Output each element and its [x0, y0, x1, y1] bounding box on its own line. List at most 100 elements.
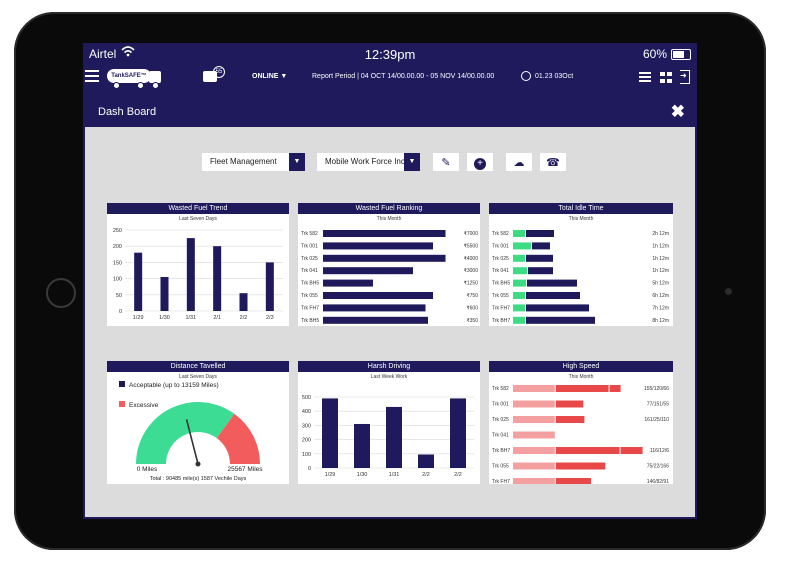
chat-icon[interactable] [203, 71, 217, 82]
gauge-pivot [195, 461, 201, 467]
value-label: 146/82/91 [647, 479, 669, 484]
download-button[interactable]: ☁ [506, 153, 532, 171]
panel-subtitle: This Month [568, 216, 594, 222]
red-bar [555, 447, 620, 454]
value-label: ₹3000 [464, 268, 479, 274]
green-bar [513, 279, 526, 287]
row-label: Trk BH7 [492, 448, 510, 454]
navy-bar [527, 279, 577, 287]
fleet-select-value: Fleet Management [210, 157, 277, 166]
gauge-excessive-arc [216, 413, 260, 464]
bar [323, 242, 433, 250]
pink-bar [513, 478, 555, 484]
app-bar: TankSAFE™ 55 ONLINE ▼ Report Period | 04… [83, 63, 697, 93]
y-tick-label: 150 [113, 260, 122, 266]
navy-bar [526, 304, 589, 312]
row-label: Trk FH7 [492, 305, 510, 311]
bar [265, 262, 274, 311]
list-view-icon[interactable] [639, 72, 651, 82]
green-bar [513, 242, 531, 250]
value-label: 8h 12m [652, 318, 669, 324]
online-status-dropdown[interactable]: ONLINE ▼ [252, 73, 287, 80]
legend-label: Acceptable (up to 13159 Miles) [129, 382, 219, 389]
grid-view-icon[interactable] [660, 72, 672, 83]
report-period: Report Period | 04 OCT 14/00.00.00 - 05 … [312, 73, 495, 80]
y-tick-label: 200 [302, 438, 311, 444]
value-label: 77/151/55 [647, 402, 669, 408]
gauge-max-label: 25567 Miles [227, 466, 263, 473]
company-select[interactable]: Mobile Work Force Inc ▼ [317, 153, 420, 171]
logo-text: TankSAFE™ [107, 69, 151, 83]
bar [323, 230, 446, 237]
phone-button[interactable]: ☎ [540, 153, 566, 171]
panel-subtitle: Last Seven Days [179, 216, 217, 222]
clock-time: 12:39pm [364, 47, 416, 62]
value-label: 2h 12m [652, 231, 669, 237]
navy-bar [526, 230, 554, 237]
x-tick-label: 1/31 [185, 315, 196, 321]
plus-icon: + [474, 158, 486, 170]
panel-subtitle: This Month [568, 374, 594, 380]
logout-icon[interactable]: ➜ [680, 70, 690, 84]
value-label: ₹7000 [464, 231, 479, 237]
value-label: ₹5500 [464, 243, 479, 249]
carrier-label: Airtel [89, 47, 117, 61]
fleet-select[interactable]: Fleet Management ▼ [202, 153, 305, 171]
edit-button[interactable]: ✎ [433, 153, 459, 171]
y-tick-label: 50 [116, 293, 122, 299]
pencil-icon: ✎ [441, 157, 451, 169]
gauge-needle [185, 419, 199, 465]
bar [323, 254, 446, 262]
value-label: 1h 12m [652, 268, 669, 274]
chevron-down-icon[interactable]: ▼ [404, 153, 420, 171]
red-bar [555, 478, 591, 484]
bar [323, 267, 413, 275]
green-bar [513, 316, 525, 324]
red-bar [555, 400, 584, 408]
pink-bar [513, 462, 555, 470]
chat-count-badge: 55 [213, 66, 225, 78]
value-label: 75/22/166 [647, 464, 669, 470]
y-tick-label: 100 [113, 277, 122, 283]
y-tick-label: 200 [113, 244, 122, 250]
bar [386, 406, 402, 468]
navy-bar [526, 254, 553, 262]
green-bar [513, 230, 525, 237]
status-bar: Airtel 12:39pm 60% [83, 43, 697, 63]
harsh-driving-panel: Harsh Driving Last Week Work 0 100 200 300 4… [298, 361, 480, 484]
battery-percent: 60% [642, 47, 667, 61]
high-speed-panel: High Speed This Month Trk 582 155/120/66 T… [489, 361, 673, 484]
pink-bar [513, 447, 555, 454]
total-idle-time-panel: Total Idle Time This Month Trk 582 2h 12m… [489, 203, 673, 326]
y-tick-label: 0 [308, 466, 311, 472]
row-label: Trk 025 [301, 256, 318, 262]
panel-title: Total Idle Time [489, 203, 673, 214]
value-label: 6h 12m [652, 293, 669, 299]
value-label: ₹1250 [464, 281, 479, 287]
red-bar [555, 416, 585, 423]
green-bar [513, 267, 527, 275]
high-speed-chart: Trk 582 155/120/66 Trk 001 77/151/55 Trk 025… [492, 385, 669, 484]
wasted-fuel-ranking-chart: Trk 582 ₹7000 Trk 001 ₹5500 Trk 025 ₹4000 Trk … [301, 230, 479, 324]
pink-bar [513, 431, 555, 439]
gauge-acceptable-arc [136, 402, 235, 464]
legend-swatch [119, 381, 125, 387]
chevron-down-icon[interactable]: ▼ [289, 153, 305, 171]
home-button[interactable] [46, 278, 76, 308]
add-button[interactable]: + [467, 153, 493, 171]
row-label: Trk BH5 [492, 281, 510, 287]
close-icon[interactable]: ✖ [670, 102, 685, 121]
menu-icon[interactable] [85, 70, 99, 85]
panel-title: High Speed [489, 361, 673, 372]
row-label: Trk BH5 [301, 281, 319, 287]
wasted-fuel-trend-panel: Wasted Fuel Trend Last Seven Days 0 50 100… [107, 203, 289, 326]
bar [186, 238, 195, 311]
row-label: Trk 001 [492, 402, 509, 408]
x-tick-label: 2/1 [213, 315, 221, 321]
row-label: Trk 582 [301, 231, 318, 237]
y-tick-label: 100 [302, 452, 311, 458]
row-label: Trk 041 [492, 433, 509, 439]
y-tick-label: 500 [302, 395, 311, 401]
navy-bar [526, 316, 595, 324]
x-tick-label: 1/29 [325, 472, 336, 478]
